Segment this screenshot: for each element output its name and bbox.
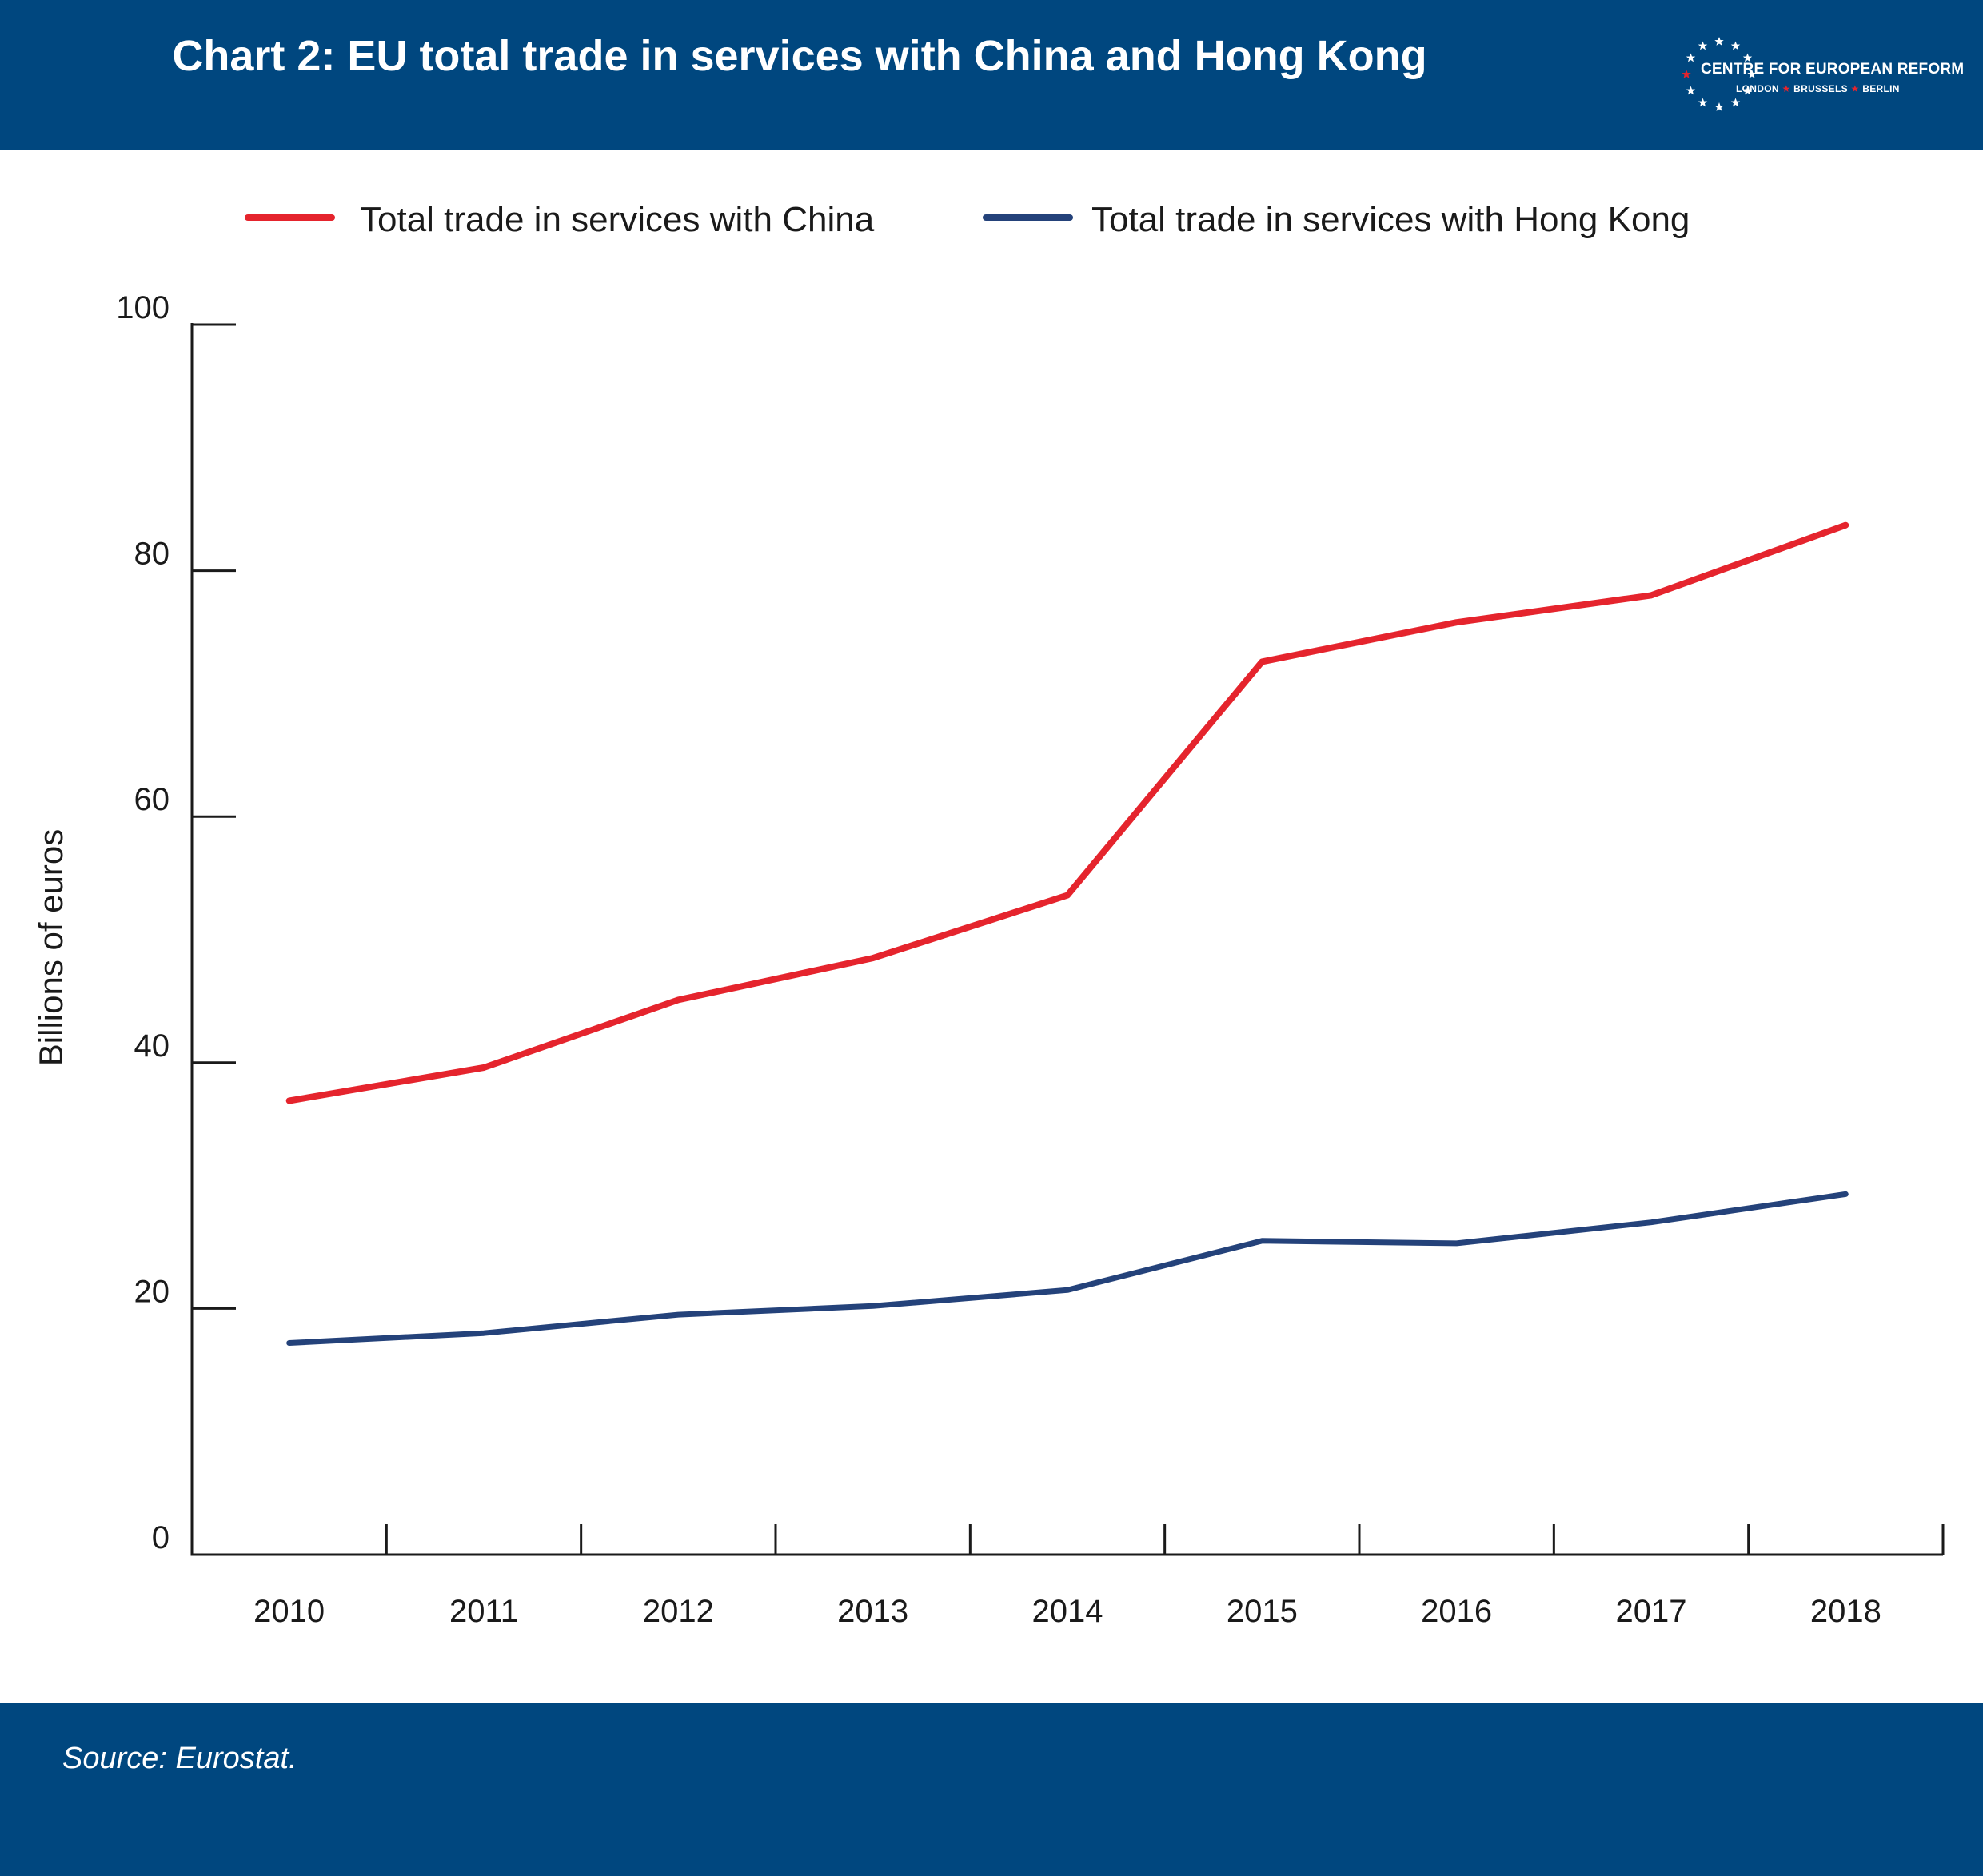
star-circle-icon xyxy=(1682,37,1757,111)
x-tick-label: 2012 xyxy=(643,1594,714,1629)
data-point xyxy=(483,1332,485,1335)
y-axis: 0 20 40 60 80 100 xyxy=(116,290,236,1556)
logo-star-icon xyxy=(1747,70,1757,78)
logo-star-icon xyxy=(1686,86,1696,95)
logo-star-icon xyxy=(1714,102,1724,111)
logo-star-icon xyxy=(1682,70,1691,78)
y-tick-label: 20 xyxy=(134,1274,170,1309)
data-point xyxy=(288,1100,290,1102)
data-point xyxy=(677,1314,680,1316)
chart-title: Chart 2: EU total trade in services with… xyxy=(172,32,1427,80)
x-tick-label: 2015 xyxy=(1227,1594,1298,1629)
data-point xyxy=(483,1066,485,1068)
x-tick-label: 2013 xyxy=(837,1594,908,1629)
legend: Total trade in services with China Total … xyxy=(245,200,1690,239)
data-point xyxy=(288,1342,290,1344)
logo-star-icon xyxy=(1686,53,1696,62)
data-point xyxy=(1845,1193,1847,1195)
data-point xyxy=(1455,1242,1458,1244)
logo-star-icon xyxy=(1730,98,1741,107)
legend-label: Total trade in services with Hong Kong xyxy=(1091,200,1690,239)
data-point xyxy=(1650,1221,1652,1223)
y-tick-label: 100 xyxy=(116,290,170,325)
y-tick-label: 0 xyxy=(152,1520,170,1555)
data-point xyxy=(872,1305,874,1307)
y-tick-label: 40 xyxy=(134,1028,170,1064)
data-point xyxy=(1455,621,1458,624)
line-chart: Total trade in services with China Total … xyxy=(32,200,1945,1629)
source-note: Source: Eurostat. xyxy=(62,1742,297,1775)
logo-star-separator-icon: ★ xyxy=(1850,83,1863,94)
series-line-china xyxy=(285,521,1849,1104)
logo-star-icon xyxy=(1742,53,1753,62)
series-lines xyxy=(285,521,1849,1346)
cer-logo: CENTRE FOR EUROPEAN REFORM LONDON ★ BRUS… xyxy=(1675,30,1965,118)
logo-city-berlin: BERLIN xyxy=(1862,83,1900,94)
logo-star-separator-icon: ★ xyxy=(1782,83,1794,94)
logo-star-icon xyxy=(1742,86,1753,95)
data-point xyxy=(1261,1239,1263,1242)
x-tick-label: 2016 xyxy=(1421,1594,1492,1629)
data-point xyxy=(872,957,874,960)
logo-city-brussels: BRUSSELS xyxy=(1793,83,1848,94)
logo-city-london: LONDON xyxy=(1736,83,1779,94)
data-point xyxy=(1845,524,1847,526)
data-point xyxy=(1650,594,1652,597)
x-tick-label: 2014 xyxy=(1032,1594,1103,1629)
x-tick-label: 2011 xyxy=(449,1594,518,1629)
x-tick-label: 2017 xyxy=(1616,1594,1687,1629)
logo-star-icon xyxy=(1698,41,1708,50)
x-axis: 2010 2011 2012 2013 2014 2015 2016 2017 2018 xyxy=(192,1524,1945,1629)
data-point xyxy=(1261,661,1263,663)
y-axis-title: Billions of euros xyxy=(32,829,70,1066)
y-tick-label: 80 xyxy=(134,537,170,572)
legend-label: Total trade in services with China xyxy=(360,200,875,239)
series-line-hong-kong xyxy=(286,1191,1849,1346)
logo-name: CENTRE FOR EUROPEAN REFORM xyxy=(1701,61,1965,78)
logo-star-icon xyxy=(1730,41,1741,50)
data-point xyxy=(1067,894,1068,896)
logo-cities: LONDON ★ BRUSSELS ★ BERLIN xyxy=(1736,83,1900,94)
header-banner: Chart 2: EU total trade in services with… xyxy=(0,0,1983,150)
y-tick-label: 60 xyxy=(134,782,170,817)
x-tick-label: 2018 xyxy=(1810,1594,1881,1629)
logo-star-icon xyxy=(1714,37,1724,46)
logo-star-icon xyxy=(1698,98,1708,107)
data-point xyxy=(677,999,680,1001)
x-tick-label: 2010 xyxy=(253,1594,325,1629)
footer-banner xyxy=(0,1703,1983,1876)
data-point xyxy=(1067,1289,1068,1291)
